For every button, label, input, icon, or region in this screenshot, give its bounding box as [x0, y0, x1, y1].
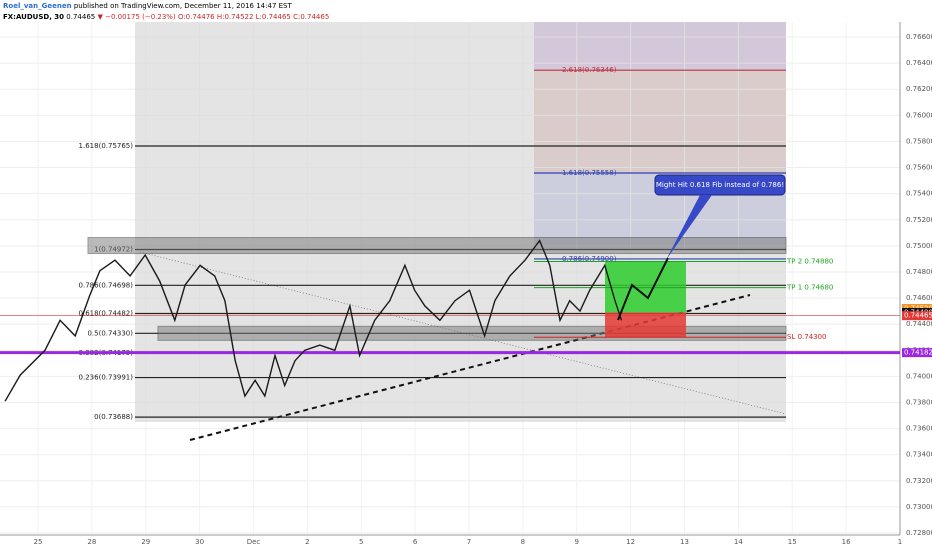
symbol: FX:AUDUSD, 30 [3, 13, 65, 21]
support-box [157, 325, 787, 341]
x-tick-label: 13 [680, 538, 689, 546]
price-tag-label: 0.74182 [904, 349, 932, 357]
ohlc: O:0.74476 H:0.74522 L:0.74465 C:0.74465 [177, 13, 330, 21]
author[interactable]: Roel_van_Geenen [3, 2, 72, 10]
target-label: SL 0.74300 [787, 333, 827, 341]
ext-label: 0.786(0.74900) [562, 255, 617, 263]
trendline [189, 294, 751, 441]
x-tick-label: 2 [305, 538, 309, 546]
loss-zone [605, 312, 686, 338]
price-tag [902, 311, 932, 321]
x-tick-label: 12 [626, 538, 635, 546]
x-tick-label: 25 [34, 538, 43, 546]
price-tag [902, 348, 932, 358]
published: published on TradingView.com, December 1… [73, 2, 292, 10]
fib-label: 0.236(0.73991) [79, 374, 134, 382]
x-tick-label: 9 [575, 538, 579, 546]
change: ▼ −0.00175 (−0.23%) [97, 13, 176, 21]
target-label: TP 2 0.74880 [786, 258, 833, 266]
x-tick-label: 7 [467, 538, 471, 546]
x-tick-label: 15 [788, 538, 797, 546]
ext-label: 1.618(0.75558) [562, 169, 617, 177]
ext-label: 2.618(0.76346) [562, 66, 617, 74]
fib-label: 0.786(0.74698) [79, 281, 134, 289]
last-price: 0.74465 [66, 13, 96, 21]
callout-text: Might Hit 0.618 Fib instead of 0.786! [656, 181, 784, 189]
profit-zone [605, 261, 686, 313]
fib-zone [135, 22, 786, 422]
fib-label: 0(0.73688) [94, 413, 133, 421]
x-tick-label: 8 [521, 538, 525, 546]
x-tick-label: 29 [141, 538, 150, 546]
symbol-line: FX:AUDUSD, 30 0.74465 ▼ −0.00175 (−0.23%… [3, 13, 329, 21]
header-line: Roel_van_Geenen published on TradingView… [3, 2, 292, 10]
callout-pointer [666, 195, 712, 260]
x-tick-label: 6 [413, 538, 418, 546]
resistance-box [87, 237, 787, 255]
y-tick-label: 0.76600 [906, 33, 932, 41]
x-tick-label: 16 [842, 538, 851, 546]
fib-label: 1.618(0.75765) [79, 142, 134, 150]
x-tick-label: 14 [734, 538, 743, 546]
x-tick-label: 5 [359, 538, 363, 546]
x-tick-label: 28 [87, 538, 96, 546]
fib-label: 0.618(0.74482) [79, 309, 134, 317]
x-tick-label: 1 [898, 538, 902, 546]
fib-label: 0.5(0.74330) [87, 329, 133, 337]
callout-box [654, 174, 786, 196]
price-line [4, 239, 623, 402]
x-tick-label: 30 [195, 538, 204, 546]
x-tick-label: Dec [247, 538, 261, 546]
target-label: TP 1 0.74680 [786, 284, 833, 292]
price-tag-label: 0.74465 [904, 312, 932, 320]
path-arrow [617, 257, 669, 321]
